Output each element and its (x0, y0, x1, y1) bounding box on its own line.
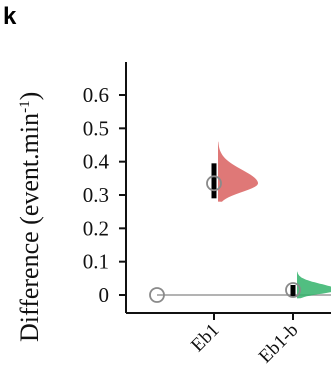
y-axis-title-close: ) (15, 92, 44, 101)
mean-point (206, 175, 222, 192)
y-axis-title-main: Difference (event.min (15, 113, 44, 342)
y-tick-label: 0.1 (83, 250, 109, 274)
mean-point (149, 287, 165, 303)
y-tick-label: 0 (99, 283, 110, 307)
mean-point (285, 282, 301, 298)
svg-text:Difference (event.min-1): Difference (event.min-1) (15, 92, 44, 342)
panel-label: k (3, 3, 17, 30)
x-category-label: Eb1 (187, 320, 223, 356)
y-tick-label: 0.4 (83, 150, 110, 174)
x-category-label: Eb1-b (255, 320, 303, 368)
x-axis: Eb1 Eb1-b (126, 312, 331, 368)
y-tick-label: 0.3 (83, 183, 109, 207)
y-tick-label: 0.6 (83, 83, 109, 107)
chart-marks (149, 141, 331, 303)
y-axis-title-superscript: -1 (17, 100, 33, 113)
y-tick-label: 0.5 (83, 116, 109, 140)
y-axis: 0 0.1 0.2 0.3 0.4 0.5 0.6 (83, 62, 127, 313)
distribution-violin (218, 141, 258, 202)
y-tick-label: 0.2 (83, 216, 109, 240)
distribution-violin (297, 271, 331, 299)
y-axis-title: Difference (event.min-1) (15, 92, 44, 342)
